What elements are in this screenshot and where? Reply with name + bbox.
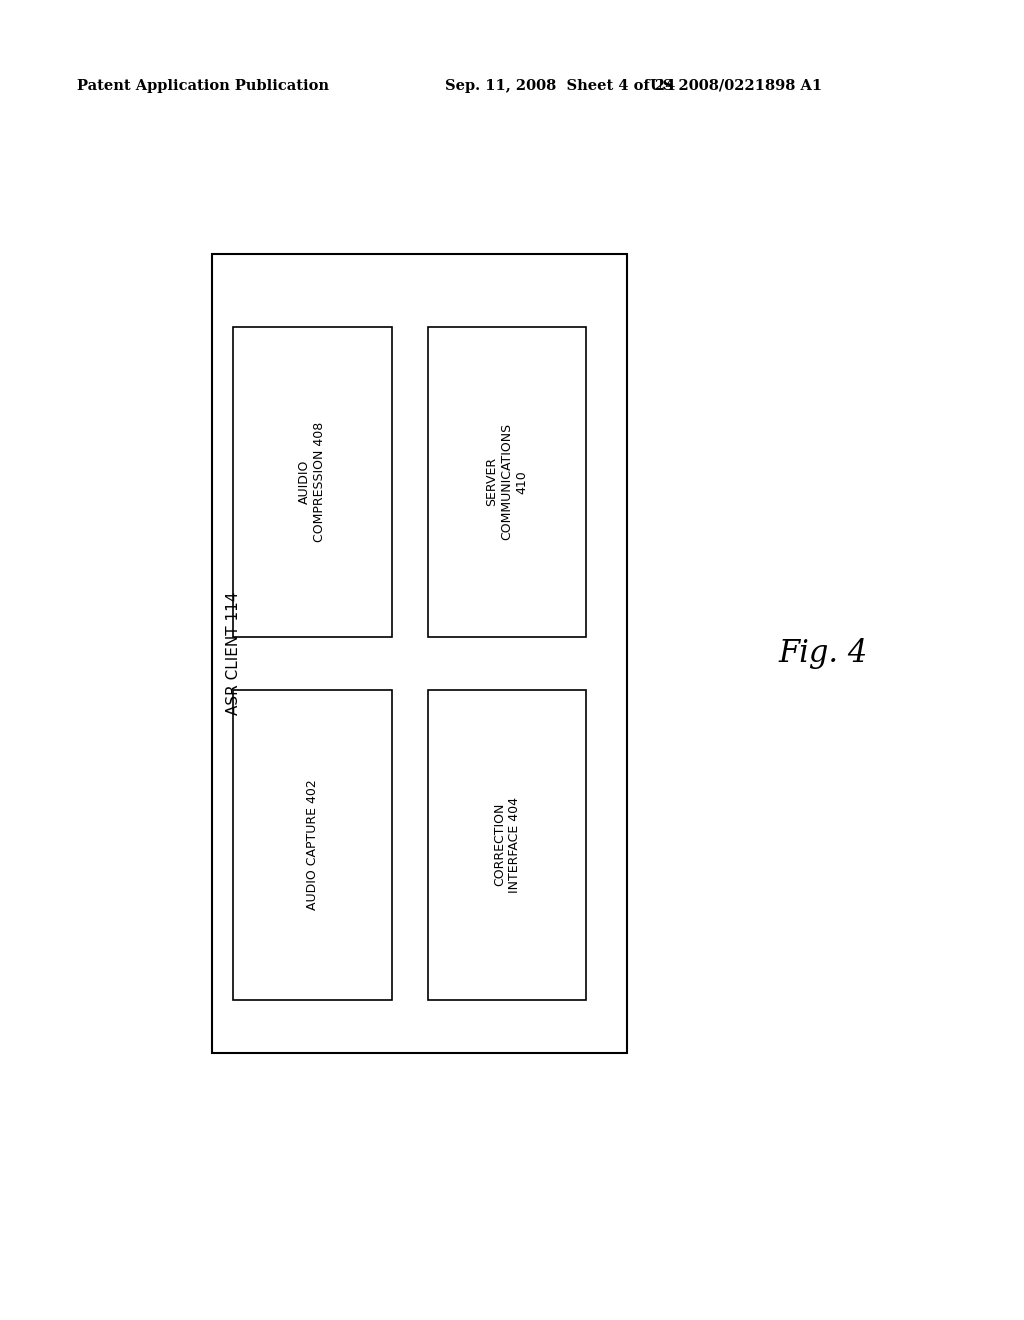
Text: US 2008/0221898 A1: US 2008/0221898 A1 bbox=[650, 79, 822, 92]
Text: Fig. 4: Fig. 4 bbox=[778, 638, 867, 669]
Bar bbox=[428, 689, 586, 1001]
Bar bbox=[212, 253, 627, 1053]
Bar bbox=[428, 326, 586, 636]
Text: CORRECTION
INTERFACE 404: CORRECTION INTERFACE 404 bbox=[493, 797, 521, 892]
Text: ASR CLIENT 114: ASR CLIENT 114 bbox=[226, 591, 241, 715]
Text: Sep. 11, 2008  Sheet 4 of 24: Sep. 11, 2008 Sheet 4 of 24 bbox=[445, 79, 676, 92]
Text: Patent Application Publication: Patent Application Publication bbox=[77, 79, 329, 92]
Text: AUDIO CAPTURE 402: AUDIO CAPTURE 402 bbox=[306, 779, 318, 911]
Text: SERVER
COMMUNICATIONS
410: SERVER COMMUNICATIONS 410 bbox=[485, 424, 528, 540]
Bar bbox=[232, 326, 391, 636]
Bar bbox=[232, 689, 391, 1001]
Text: AUIDIO
COMPRESSION 408: AUIDIO COMPRESSION 408 bbox=[298, 421, 327, 543]
